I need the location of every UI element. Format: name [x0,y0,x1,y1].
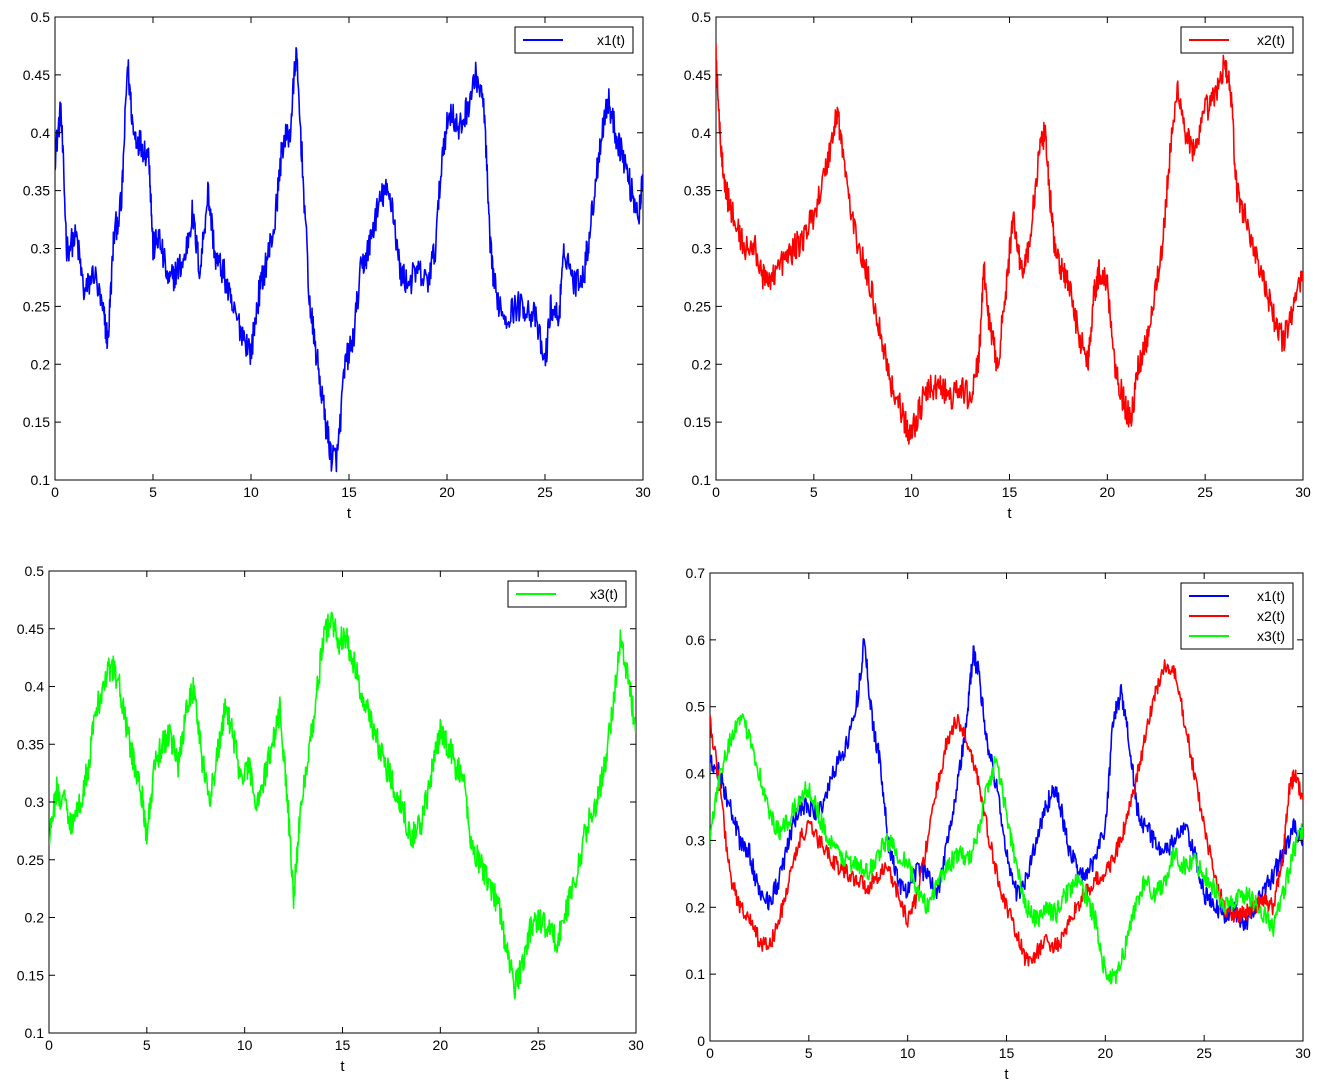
legend-entry: x2(t) [1257,608,1285,624]
x-tick-label: 10 [900,1045,916,1061]
x-tick-label: 5 [810,484,818,500]
y-tick-label: 0.15 [684,414,711,430]
x-tick-label: 5 [805,1045,813,1061]
x-tick-label: 0 [45,1037,53,1053]
x-tick-label: 15 [335,1037,351,1053]
legend-entry: x2(t) [1257,32,1285,48]
y-tick-label: 0.5 [31,9,51,25]
x-tick-label: 15 [1002,484,1018,500]
x-tick-label: 25 [530,1037,546,1053]
x-tick-label: 30 [628,1037,644,1053]
y-tick-label: 0.45 [17,621,44,637]
x-tick-label: 0 [51,484,59,500]
y-tick-label: 0.7 [686,565,706,581]
x-tick-label: 25 [537,484,553,500]
x-tick-label: 30 [635,484,651,500]
y-tick-label: 0.5 [25,563,45,579]
y-tick-label: 0.25 [17,852,44,868]
y-tick-label: 0.4 [686,766,706,782]
x-tick-label: 10 [904,484,920,500]
x-tick-label: 10 [243,484,259,500]
y-tick-label: 0.45 [684,67,711,83]
x-tick-label: 0 [706,1045,714,1061]
y-tick-label: 0.15 [17,967,44,983]
y-tick-label: 0.3 [686,832,706,848]
x-tick-label: 0 [712,484,720,500]
y-tick-label: 0.2 [25,910,45,926]
x-tick-label: 5 [143,1037,151,1053]
x-tick-label: 15 [999,1045,1015,1061]
x-tick-label: 20 [439,484,455,500]
x-tick-label: 15 [341,484,357,500]
series-line-x3(t) [710,713,1303,985]
legend: x1(t) x2(t) x3(t) [1180,582,1294,650]
x-axis-label: t [1007,505,1012,522]
x-tick-label: 20 [1098,1045,1114,1061]
y-tick-label: 0.2 [686,899,706,915]
x-tick-label: 30 [1295,484,1311,500]
y-tick-label: 0.35 [17,736,44,752]
x-tick-label: 25 [1196,1045,1212,1061]
chart-panel-2: 0 5 10 15 20 25 30 0.1 0.15 0.2 0.25 0.3 0.35 0.4 0.45… [684,9,1311,522]
plot-area [54,16,644,481]
y-tick-label: 0.1 [692,472,712,488]
y-tick-label: 0.5 [692,9,712,25]
y-tick-label: 0.2 [692,356,712,372]
x-tick-label: 20 [1100,484,1116,500]
y-tick-label: 0.15 [23,414,50,430]
y-tick-label: 0 [697,1033,705,1049]
legend-entry: x3(t) [590,586,618,602]
y-tick-label: 0.35 [23,183,50,199]
chart-panel-3: 0 5 10 15 20 25 30 0.1 0.15 0.2 0.25 0.3 0.35 0.4 0.45… [17,563,644,1075]
x-tick-label: 5 [149,484,157,500]
x-tick-label: 10 [237,1037,253,1053]
y-tick-label: 0.4 [31,125,51,141]
y-tick-label: 0.3 [25,794,45,810]
y-tick-label: 0.3 [692,241,712,257]
y-tick-label: 0.25 [23,298,50,314]
y-tick-label: 0.35 [684,183,711,199]
legend-entry: x3(t) [1257,628,1285,644]
legend: x2(t) [1180,26,1294,54]
y-tick-label: 0.45 [23,67,50,83]
x-tick-label: 20 [433,1037,449,1053]
legend-entry: x1(t) [597,32,625,48]
chart-panel-1: 0 5 10 15 20 25 30 0.1 0.15 0.2 0.25 0.3 0.35 0.4 0.45… [23,9,651,522]
x-tick-label: 30 [1295,1045,1311,1061]
y-tick-label: 0.25 [684,298,711,314]
y-tick-label: 0.1 [25,1025,45,1041]
series-line-x2(t) [710,659,1303,967]
x-tick-label: 25 [1197,484,1213,500]
series-line-x3(t) [49,611,636,1000]
x-axis-label: t [340,1058,345,1075]
legend-entry: x1(t) [1257,588,1285,604]
y-tick-label: 0.4 [692,125,712,141]
legend: x3(t) [507,580,627,608]
x-axis-label: t [1004,1066,1009,1083]
y-tick-label: 0.5 [686,699,706,715]
y-tick-label: 0.2 [31,356,51,372]
y-tick-label: 0.3 [31,241,51,257]
y-tick-label: 0.4 [25,679,45,695]
series-line-x2(t) [716,44,1303,445]
y-tick-label: 0.1 [686,966,706,982]
series-line-x1(t) [55,46,643,473]
y-tick-label: 0.6 [686,632,706,648]
legend: x1(t) [514,26,634,54]
y-tick-label: 0.1 [31,472,51,488]
chart-panel-4: 0 5 10 15 20 25 30 0 0.1 0.2 0.3 0.4 0.5 0.6 0.7 t x1(t)… [686,565,1311,1083]
x-axis-label: t [347,505,352,522]
